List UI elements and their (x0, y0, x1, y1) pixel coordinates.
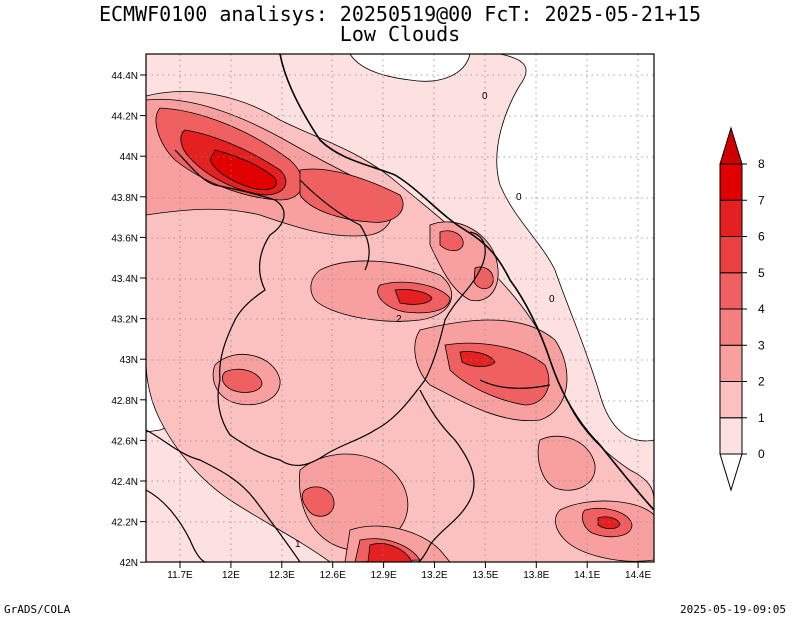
cloud-region-level-7 (597, 516, 621, 530)
lat-tick-label: 42.6N (111, 436, 138, 447)
colorbar-label: 6 (758, 230, 765, 244)
lat-tick-label: 44.2N (111, 112, 138, 123)
colorbar: 0 1 2 3 4 5 6 7 8 (719, 126, 765, 492)
colorbar-label: 0 (758, 447, 765, 461)
latitude-axis: 44.4N 44.2N 44N 43.8N 43.6N 43.4N 43.2N 43N 42.8… (111, 71, 146, 569)
colorbar-swatch (719, 308, 743, 346)
plot-frame (145, 53, 655, 563)
lon-tick-label: 14.4E (625, 570, 651, 581)
cloud-region-level-0 (349, 54, 471, 82)
cloud-region-level-5 (301, 486, 335, 517)
cloud-region-level-5 (439, 230, 464, 252)
colorbar-label: 8 (758, 157, 765, 171)
cloud-region-level-5 (299, 168, 404, 223)
contour-label: 0 (516, 192, 522, 203)
cloud-region-level-5 (221, 368, 263, 393)
colorbar-label: 2 (758, 375, 765, 389)
lat-tick-label: 42N (120, 558, 138, 569)
lon-tick-label: 12.6E (320, 570, 346, 581)
region-border (299, 179, 370, 271)
cloud-region-level-0 (496, 54, 654, 442)
region-border (479, 379, 551, 389)
colorbar-label: 1 (758, 411, 765, 425)
colorbar-swatch (719, 417, 743, 455)
graticule (146, 54, 654, 562)
colorbar-extend-low (719, 453, 743, 492)
lat-tick-label: 43.4N (111, 274, 138, 285)
cloud-region-level-3 (537, 435, 596, 491)
lat-tick-label: 44N (120, 152, 138, 163)
region-border (146, 489, 206, 562)
map-subtitle: Low Clouds (339, 22, 461, 46)
cloud-region-level-7 (459, 351, 496, 367)
coastline (279, 54, 654, 511)
lon-tick-label: 14.1E (574, 570, 600, 581)
region-border (146, 429, 301, 562)
footer-credit: GrADS/COLA (4, 603, 71, 616)
contour-label: 0 (549, 294, 555, 305)
colorbar-label: 5 (758, 266, 765, 280)
colorbar-swatch (719, 163, 743, 201)
lon-tick-label: 12.9E (371, 570, 397, 581)
colorbar-swatch (719, 344, 743, 382)
colorbar-label: 7 (758, 193, 765, 207)
lat-tick-label: 43.2N (111, 315, 138, 326)
lat-tick-label: 42.8N (111, 396, 138, 407)
lon-tick-label: 13.2E (421, 570, 447, 581)
lat-tick-label: 42.2N (111, 518, 138, 529)
colorbar-label: 3 (758, 338, 765, 352)
colorbar-swatch (719, 236, 743, 274)
contour-label: 2 (396, 314, 402, 325)
lat-tick-label: 43.8N (111, 193, 138, 204)
contour-label: 1 (295, 539, 301, 550)
lon-tick-label: 12.3E (269, 570, 295, 581)
lon-tick-label: 13.5E (472, 570, 498, 581)
region-border (174, 149, 486, 467)
lon-tick-label: 13.8E (523, 570, 549, 581)
cloud-region-level-7 (367, 543, 413, 562)
lat-tick-label: 42.4N (111, 477, 138, 488)
lat-tick-label: 44.4N (111, 71, 138, 82)
region-border (417, 389, 475, 562)
footer-timestamp: 2025-05-19-09:05 (680, 603, 786, 616)
lat-tick-label: 43N (120, 355, 138, 366)
lat-tick-label: 43.6N (111, 233, 138, 244)
colorbar-swatch (719, 272, 743, 310)
colorbar-swatch (719, 381, 743, 419)
map-title: ECMWF0100 analisys: 20250519@00 FcT: 202… (98, 2, 702, 26)
lon-tick-label: 11.7E (167, 570, 193, 581)
cloud-field (146, 54, 654, 562)
colorbar-extend-high (719, 126, 743, 165)
contour-label: 0 (482, 91, 488, 102)
colorbar-label: 4 (758, 302, 765, 316)
lon-tick-label: 12E (222, 570, 240, 581)
cloud-region-level-7 (394, 289, 433, 305)
cloud-region-level-8 (209, 149, 277, 190)
colorbar-swatch (719, 199, 743, 237)
longitude-axis: 11.7E 12E 12.3E 12.6E 12.9E 13.2E 13.5E 13.8E 14… (167, 562, 651, 581)
